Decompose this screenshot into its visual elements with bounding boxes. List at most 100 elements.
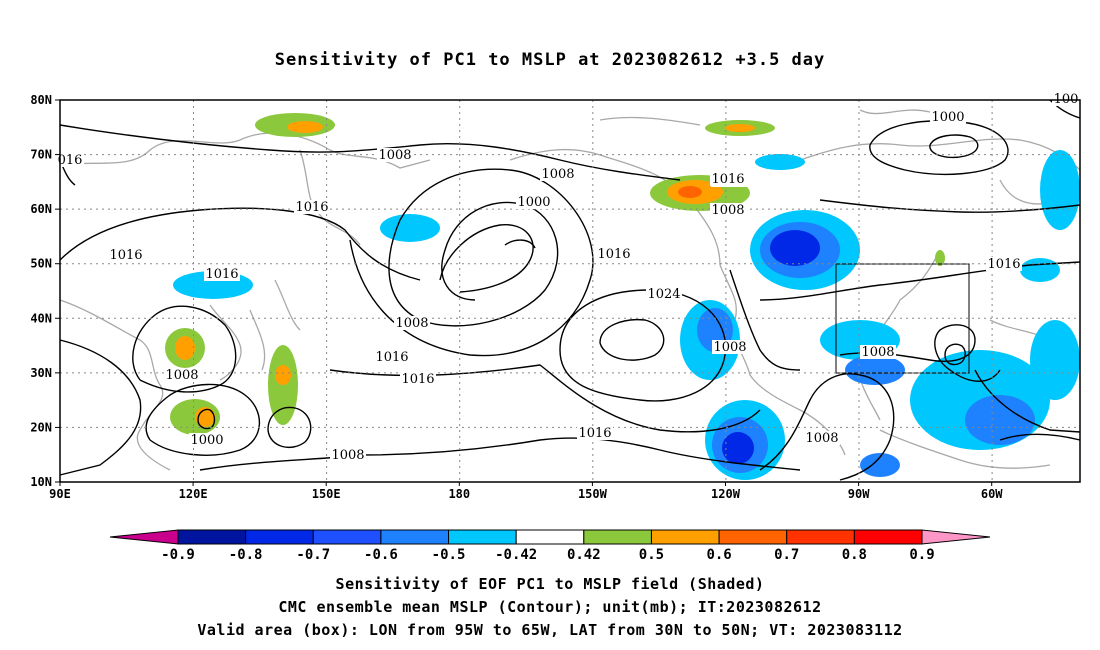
contour-label: 1016 — [711, 172, 744, 187]
caption-contour: CMC ensemble mean MSLP (Contour); unit(m… — [278, 598, 822, 616]
lon-label: 90W — [848, 487, 870, 501]
contour-label: 1008 — [395, 316, 428, 331]
lat-label: 60N — [30, 202, 52, 216]
lat-label: 80N — [30, 93, 52, 107]
contour-label: 1016 — [401, 372, 434, 387]
contour-label-bg — [164, 368, 200, 382]
contour-label-bg — [294, 200, 330, 214]
contour-label: 1008 — [805, 431, 838, 446]
contour-label: 1016 — [987, 257, 1020, 272]
contour-label: 1016 — [295, 200, 328, 215]
contour-label: 1000 — [190, 433, 223, 448]
contour-label-bg — [540, 167, 576, 181]
contour-label-bg — [189, 433, 225, 447]
contour-label-bg — [710, 203, 746, 217]
lon-label: 90E — [49, 487, 71, 501]
colorbar-box — [583, 529, 652, 545]
colorbar-label: -0.6 — [364, 547, 398, 563]
contour-label-bg — [400, 372, 436, 386]
lon-label: 120W — [711, 487, 741, 501]
colorbar-label: 0.7 — [774, 547, 799, 563]
colorbar-box — [718, 529, 788, 545]
colorbar-label: -0.7 — [296, 547, 330, 563]
colorbar-box — [312, 529, 382, 545]
contour-label-bg — [374, 350, 410, 364]
lat-label: 30N — [30, 366, 52, 380]
colorbar-box — [245, 529, 314, 545]
colorbar-labels: -0.9 -0.8 -0.7 -0.6 -0.5 -0.42 0.42 0.5 0.6 0.7 0.… — [161, 547, 935, 563]
lon-label: 150E — [312, 487, 341, 501]
contour-label-bg — [646, 287, 682, 301]
lat-label: 40N — [30, 311, 52, 325]
colorbar-box — [177, 529, 247, 545]
colorbar-label: 0.9 — [909, 547, 934, 563]
lat-label: 50N — [30, 257, 52, 271]
caption-valid-area: Valid area (box): LON from 95W to 65W, L… — [197, 621, 903, 639]
colorbar-extend-low — [109, 529, 179, 545]
colorbar-label: 0.5 — [639, 547, 664, 563]
contour-label-bg — [710, 172, 746, 186]
contour-label-bg — [804, 431, 840, 445]
axis-ticks — [55, 99, 993, 486]
lon-label: 120E — [179, 487, 208, 501]
contour-label-bg — [516, 195, 552, 209]
colorbar — [109, 529, 991, 545]
contour-label: 1008 — [378, 148, 411, 163]
contour-label: 1016 — [109, 248, 142, 263]
contour-label: 1008 — [541, 167, 574, 182]
contour-label-bg — [986, 257, 1022, 271]
latitude-labels: 80N 70N 60N 50N 40N 30N 20N 10N — [30, 93, 52, 489]
contour-label-bg — [860, 345, 896, 359]
mslp-contours — [59, 99, 1081, 481]
sensitivity-shading — [165, 113, 1080, 480]
contour-label: 1000 — [517, 195, 550, 210]
colorbar-box — [515, 529, 585, 545]
contour-label: 1008 — [165, 368, 198, 383]
colorbar-label: 0.42 — [567, 547, 601, 563]
lon-label: 60W — [981, 487, 1003, 501]
colorbar-label: 0.6 — [706, 547, 731, 563]
contour-label: 1008 — [711, 203, 744, 218]
colorbar-label: -0.5 — [432, 547, 466, 563]
contour-label-bg — [330, 448, 366, 462]
contour-label: 1008 — [713, 340, 746, 355]
contour-label-bg — [394, 316, 430, 330]
contour-label-bg — [108, 248, 144, 262]
colorbar-box — [650, 529, 720, 545]
contour-label: 016 — [58, 153, 83, 168]
lat-label: 10N — [30, 475, 52, 489]
contour-label: 1016 — [578, 426, 611, 441]
contour-label-bg — [1052, 92, 1080, 106]
longitude-labels: 90E 120E 150E 180 150W 120W 90W 60W — [49, 487, 1003, 501]
contour-label-bg — [204, 267, 240, 281]
colorbar-label: -0.8 — [229, 547, 263, 563]
colorbar-box — [380, 529, 450, 545]
contour-label: 1000 — [931, 110, 964, 125]
contour-label: 1008 — [861, 345, 894, 360]
contour-label-bg — [712, 340, 748, 354]
contour-label: 1016 — [375, 350, 408, 365]
caption-shading: Sensitivity of EOF PC1 to MSLP field (Sh… — [335, 575, 765, 593]
contour-label-bg — [596, 247, 632, 261]
contour-label-bg — [577, 426, 613, 440]
contour-label-bg — [377, 148, 413, 162]
contour-labels: 1008 1016 1016 1016 1008 1000 1008 1008 1000 1016… — [56, 92, 1080, 463]
lon-label: 180 — [448, 487, 470, 501]
colorbar-label: 0.8 — [842, 547, 867, 563]
contour-label-bg — [56, 153, 84, 167]
colorbar-box — [853, 529, 923, 545]
lat-label: 20N — [30, 420, 52, 434]
colorbar-box — [448, 529, 517, 545]
gridlines — [60, 100, 1080, 482]
plot-area: 1008 1016 1016 1016 1008 1000 1008 1008 1000 1016… — [56, 92, 1081, 483]
contour-label: 1024 — [647, 287, 680, 302]
map-title: Sensitivity of PC1 to MSLP at 2023082612… — [274, 50, 826, 70]
colorbar-label: -0.42 — [495, 547, 537, 563]
lon-label: 150W — [578, 487, 608, 501]
contour-label: 1016 — [597, 247, 630, 262]
colorbar-extend-high — [921, 529, 991, 545]
contour-label: 1008 — [331, 448, 364, 463]
contour-label: 1016 — [205, 267, 238, 282]
lat-label: 70N — [30, 148, 52, 162]
